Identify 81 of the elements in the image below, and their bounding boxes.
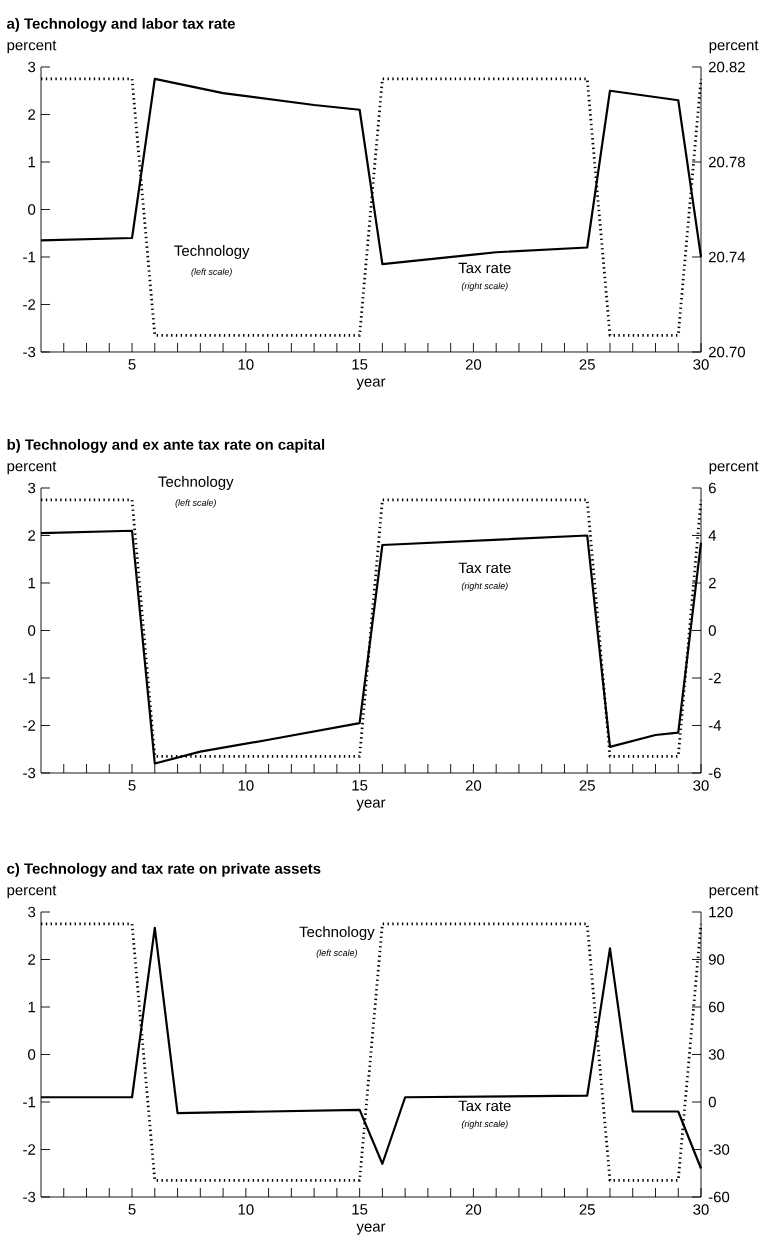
y2-tick-label: 4	[708, 530, 717, 541]
series-label: Tax rate	[458, 262, 511, 274]
chart-title: a) Technology and labor tax rate	[7, 17, 235, 32]
y-tick-label: -3	[23, 346, 36, 358]
x-tick-label: 25	[579, 1204, 595, 1215]
y2-tick-label: -60	[708, 1191, 730, 1203]
series-label: Tax rate	[458, 562, 511, 574]
y2-axis-title: percent	[709, 461, 759, 475]
y-tick-label: 3	[28, 906, 36, 918]
x-tick-label: 10	[238, 780, 254, 791]
y2-tick-label: 2	[708, 577, 716, 589]
chart-title: b) Technology and ex ante tax rate on capital	[7, 438, 325, 453]
series-label: Technology	[174, 245, 250, 259]
y2-tick-label: 20.70	[708, 346, 745, 358]
y2-tick-label: 30	[708, 1049, 725, 1060]
x-tick-label: 20	[465, 780, 482, 791]
chart-title: c) Technology and tax rate on private assets	[7, 862, 321, 877]
y-tick-label: -1	[23, 1096, 36, 1108]
y2-tick-label: -30	[708, 1144, 730, 1155]
annotation: (right scale)	[461, 282, 508, 291]
x-tick-label: 15	[352, 780, 368, 791]
y2-tick-label: 60	[708, 1001, 725, 1013]
x-tick-label: 15	[352, 1204, 368, 1215]
y-tick-label: 3	[28, 61, 36, 73]
y-tick-label: 0	[28, 204, 36, 215]
y-tick-label: 0	[28, 625, 36, 636]
y-tick-label: 2	[28, 530, 36, 541]
y-axis-title: percent	[7, 40, 57, 54]
y2-tick-label: 6	[708, 482, 716, 494]
annotation: (right scale)	[461, 1120, 508, 1129]
x-axis-title: year	[356, 378, 386, 390]
y-tick-label: -1	[23, 251, 36, 263]
y-tick-label: -2	[23, 1144, 36, 1155]
series-label: Tax rate	[458, 1100, 511, 1112]
y2-tick-label: 20.74	[708, 251, 746, 263]
y2-tick-label: -4	[708, 720, 722, 731]
x-axis-title: year	[356, 1223, 386, 1235]
x-axis-title: year	[356, 799, 386, 811]
y-tick-label: -3	[23, 1191, 36, 1203]
x-tick-label: 5	[128, 780, 136, 791]
y-tick-label: 1	[28, 1001, 36, 1013]
annotation: (left scale)	[191, 268, 232, 277]
y-tick-label: -3	[23, 767, 36, 779]
y-tick-label: 2	[28, 109, 36, 120]
x-tick-label: 10	[238, 359, 254, 370]
y2-tick-label: 90	[708, 954, 725, 965]
x-tick-label: 30	[693, 780, 709, 791]
x-tick-label: 25	[579, 359, 595, 370]
y-tick-label: -1	[23, 672, 36, 684]
y2-axis-title: percent	[709, 40, 759, 54]
y2-axis-title: percent	[709, 885, 759, 899]
x-tick-label: 5	[128, 359, 136, 370]
y-axis-title: percent	[7, 885, 57, 899]
y2-tick-label: 20.82	[708, 61, 745, 73]
x-tick-label: 30	[693, 1204, 709, 1215]
y-tick-label: 0	[28, 1049, 36, 1060]
x-tick-label: 5	[128, 1204, 136, 1215]
x-tick-label: 20	[465, 1204, 482, 1215]
y2-tick-label: -6	[708, 767, 721, 779]
x-tick-label: 15	[352, 359, 368, 370]
y2-tick-label: 0	[708, 625, 716, 636]
y-tick-label: 1	[28, 577, 36, 589]
y-tick-label: -2	[23, 720, 36, 731]
x-tick-label: 25	[579, 780, 595, 791]
y-tick-label: 3	[28, 482, 36, 494]
x-tick-label: 30	[693, 359, 709, 370]
y-tick-label: 2	[28, 954, 36, 965]
y2-tick-label: 20.78	[708, 156, 745, 168]
annotation: (left scale)	[175, 499, 216, 508]
series-label: Technology	[158, 476, 234, 490]
y-tick-label: -2	[23, 299, 36, 310]
x-tick-label: 10	[238, 1204, 254, 1215]
y2-tick-label: 0	[708, 1096, 716, 1108]
y-axis-title: percent	[7, 461, 57, 475]
y-tick-label: 1	[28, 156, 36, 168]
x-tick-label: 20	[465, 359, 482, 370]
annotation: (left scale)	[316, 949, 357, 958]
y2-tick-label: 120	[709, 906, 733, 918]
y2-tick-label: -2	[708, 672, 721, 684]
annotation: (right scale)	[461, 582, 508, 591]
series-label: Technology	[299, 926, 375, 941]
